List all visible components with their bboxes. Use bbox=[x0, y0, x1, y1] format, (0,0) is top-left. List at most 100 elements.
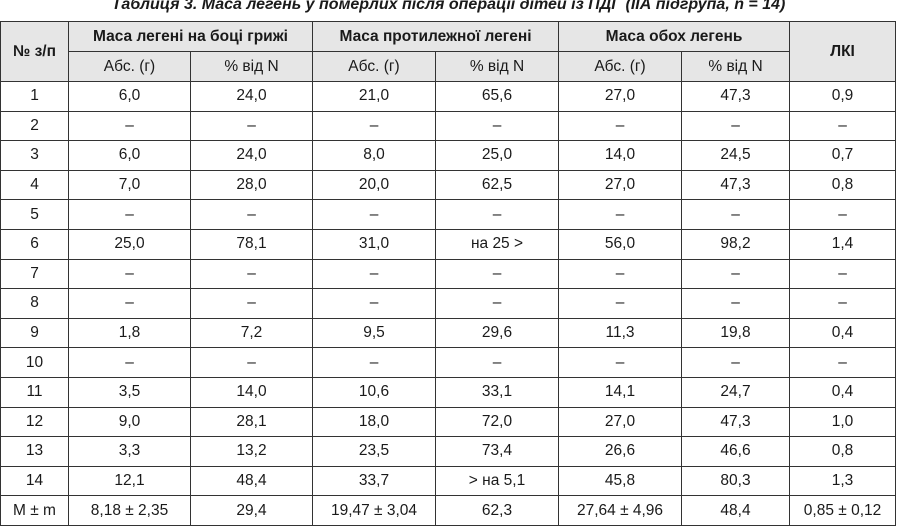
table-row: 3 6,0 24,0 8,0 25,0 14,0 24,5 0,7 bbox=[0, 140, 897, 171]
header-group-both-lungs: Маса обох легень bbox=[558, 21, 791, 52]
table-row: 13 3,3 13,2 23,5 73,4 26,6 46,6 0,8 bbox=[0, 436, 897, 467]
table-cell: 0,8 bbox=[789, 436, 897, 467]
table-cell: – bbox=[312, 347, 436, 378]
table-cell: – bbox=[789, 199, 897, 230]
table-cell: 8,0 bbox=[312, 140, 436, 171]
table-row: 14 12,1 48,4 33,7 > на 5,1 45,8 80,3 1,3 bbox=[0, 465, 897, 497]
table-cell: – bbox=[68, 110, 191, 142]
table-cell: 24,0 bbox=[190, 140, 313, 171]
subheader-abs: Абс. (г) bbox=[312, 51, 436, 82]
table-row: 5– – – – – – – bbox=[0, 199, 897, 230]
table-cell: – bbox=[434, 110, 560, 142]
table-cell: 1,3 bbox=[789, 465, 897, 497]
table-cell: 65,6 bbox=[434, 81, 560, 112]
row-number-cell: 4 bbox=[0, 169, 69, 201]
table-cell: – bbox=[681, 288, 791, 319]
table-row: 9 1,8 7,2 9,5 29,6 11,3 19,8 0,4 bbox=[0, 317, 897, 349]
table-cell: – bbox=[434, 199, 560, 230]
table-cell: – bbox=[434, 347, 560, 378]
table-cell: – bbox=[190, 288, 313, 319]
table-row: 12 9,0 28,1 18,0 72,0 27,0 47,3 1,0 bbox=[0, 406, 897, 438]
table-cell: 8,18 ± 2,35 bbox=[68, 495, 191, 526]
table-cell: 78,1 bbox=[190, 228, 313, 260]
table-cell: – bbox=[68, 199, 191, 230]
table-cell: 24,0 bbox=[190, 81, 313, 112]
subheader-abs: Абс. (г) bbox=[68, 51, 191, 82]
subheader-pct: % від N bbox=[681, 51, 791, 82]
table-row: 8– – – – – – – bbox=[0, 288, 897, 319]
row-number-cell: 14 bbox=[0, 465, 69, 497]
table-cell: – bbox=[434, 288, 560, 319]
table-cell: на 25 > bbox=[434, 228, 560, 260]
table-caption: Таблиця 3. Маса легень у померлих після … bbox=[111, 0, 786, 13]
header-num: № з/п bbox=[0, 21, 69, 82]
table-cell: – bbox=[681, 199, 791, 230]
table-cell: 28,0 bbox=[190, 169, 313, 201]
table-cell: – bbox=[190, 347, 313, 378]
table-cell: – bbox=[789, 258, 897, 290]
table-cell: – bbox=[558, 110, 683, 142]
table-cell: 19,8 bbox=[681, 317, 791, 349]
table-cell: 46,6 bbox=[681, 436, 791, 467]
table-cell: – bbox=[68, 258, 191, 290]
header-group-hernia-side: Маса легені на боці грижі bbox=[68, 21, 313, 52]
table-row: 11 3,5 14,0 10,6 33,1 14,1 24,7 0,4 bbox=[0, 376, 897, 408]
table-cell: 98,2 bbox=[681, 228, 791, 260]
header-lki: ЛКІ bbox=[789, 21, 897, 82]
row-number-cell: 6 bbox=[0, 228, 69, 260]
table-cell: 0,8 bbox=[789, 169, 897, 201]
table-cell: 3,5 bbox=[68, 376, 191, 408]
table-cell: 62,5 bbox=[434, 169, 560, 201]
table-cell: 31,0 bbox=[312, 228, 436, 260]
summary-row: M ± m 8,18 ± 2,35 29,4 19,47 ± 3,04 62,3 27,6… bbox=[0, 495, 897, 526]
table-cell: 14,0 bbox=[558, 140, 683, 171]
table-cell: – bbox=[789, 347, 897, 378]
table-cell: 62,3 bbox=[434, 495, 560, 526]
table-row: 4 7,0 28,0 20,0 62,5 27,0 47,3 0,8 bbox=[0, 169, 897, 201]
table-cell: – bbox=[789, 110, 897, 142]
table-cell: 0,4 bbox=[789, 376, 897, 408]
table-cell: 12,1 bbox=[68, 465, 191, 497]
table-cell: 25,0 bbox=[68, 228, 191, 260]
row-number-cell: 11 bbox=[0, 376, 69, 408]
subheader-pct: % від N bbox=[190, 51, 313, 82]
table-cell: – bbox=[68, 347, 191, 378]
table-cell: 23,5 bbox=[312, 436, 436, 467]
table-cell: 18,0 bbox=[312, 406, 436, 438]
table-cell: 0,7 bbox=[789, 140, 897, 171]
table-cell: 47,3 bbox=[681, 81, 791, 112]
table-cell: – bbox=[789, 288, 897, 319]
table-cell: 24,7 bbox=[681, 376, 791, 408]
table-cell: – bbox=[190, 258, 313, 290]
table-cell: 29,6 bbox=[434, 317, 560, 349]
table-cell: 27,0 bbox=[558, 81, 683, 112]
table-cell: 6,0 bbox=[68, 140, 191, 171]
table-cell: – bbox=[681, 110, 791, 142]
table-cell: 33,7 bbox=[312, 465, 436, 497]
table-cell: 26,6 bbox=[558, 436, 683, 467]
table-cell: 21,0 bbox=[312, 81, 436, 112]
table-cell: 27,64 ± 4,96 bbox=[558, 495, 683, 526]
table-cell: – bbox=[312, 110, 436, 142]
table-cell: 48,4 bbox=[681, 495, 791, 526]
row-number-cell: 3 bbox=[0, 140, 69, 171]
table-cell: 28,1 bbox=[190, 406, 313, 438]
table-cell: 13,2 bbox=[190, 436, 313, 467]
table-cell: 73,4 bbox=[434, 436, 560, 467]
table-cell: – bbox=[312, 288, 436, 319]
table-cell: 27,0 bbox=[558, 406, 683, 438]
table-row: 10– – – – – – – bbox=[0, 347, 897, 378]
table-cell: 56,0 bbox=[558, 228, 683, 260]
row-number-cell: M ± m bbox=[0, 495, 69, 526]
table-cell: 33,1 bbox=[434, 376, 560, 408]
subheader-abs: Абс. (г) bbox=[558, 51, 683, 82]
table-cell: 14,1 bbox=[558, 376, 683, 408]
table-cell: 9,0 bbox=[68, 406, 191, 438]
table-cell: – bbox=[190, 199, 313, 230]
table-cell: 11,3 bbox=[558, 317, 683, 349]
table-row: 1 6,0 24,0 21,0 65,6 27,0 47,3 0,9 bbox=[0, 81, 897, 112]
table-cell: 80,3 bbox=[681, 465, 791, 497]
table-body: 1 6,0 24,0 21,0 65,6 27,0 47,3 0,9 2– – – – – – –3 6,0 2… bbox=[0, 81, 897, 526]
table-cell: – bbox=[312, 199, 436, 230]
lung-mass-table: № з/п Маса легені на боці грижі Маса про… bbox=[0, 21, 897, 526]
